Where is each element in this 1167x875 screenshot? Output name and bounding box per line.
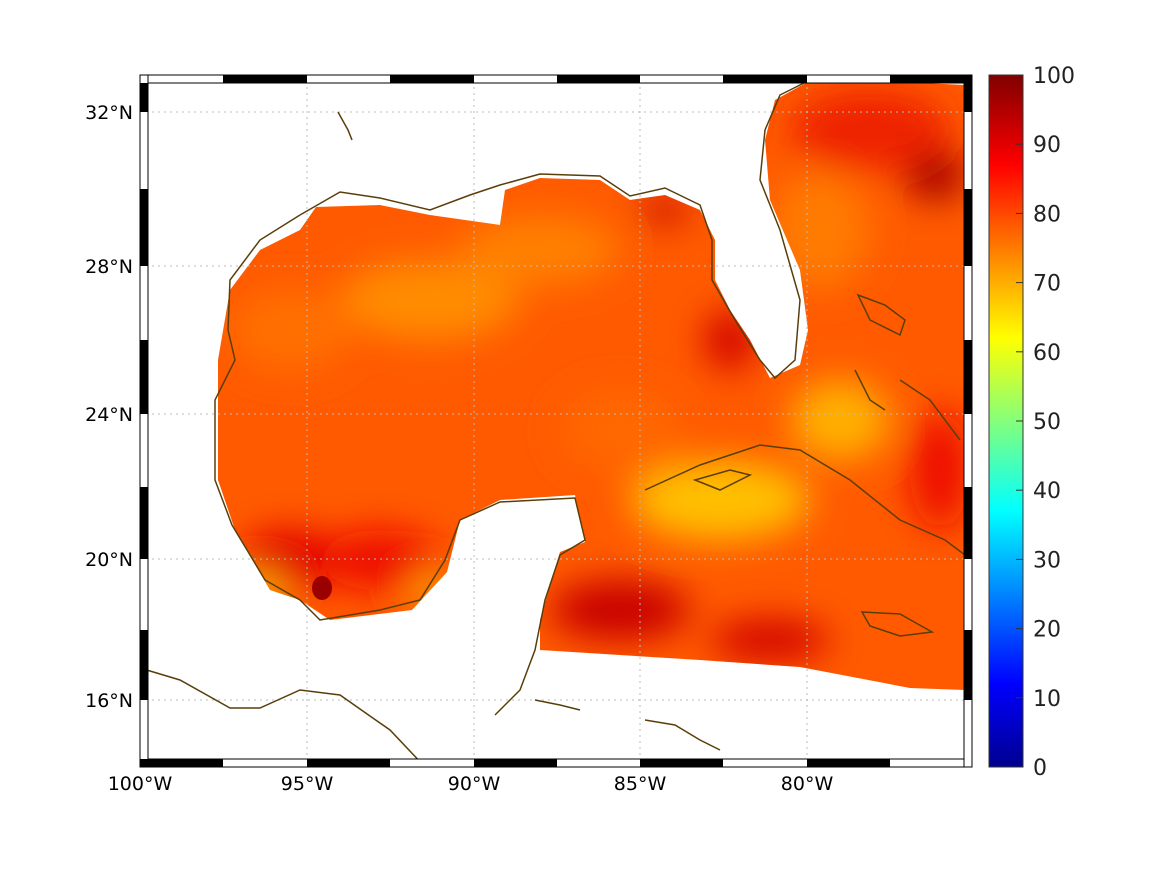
dark-spot (312, 576, 332, 600)
coastlines (139, 74, 966, 768)
colorbar-tick-label: 30 (1033, 548, 1061, 573)
y-tick-label: 16°N (85, 690, 133, 712)
y-tick-label: 20°N (85, 549, 133, 571)
x-tick-label: 100°W (108, 773, 173, 795)
y-tick-label: 28°N (85, 256, 133, 278)
x-tick-label: 80°W (781, 773, 834, 795)
y-axis: 32°N 28°N 24°N 20°N 16°N (85, 102, 133, 712)
colorbar-tick-label: 50 (1033, 410, 1061, 435)
x-tick-label: 85°W (614, 773, 667, 795)
colorbar-tick-label: 0 (1033, 756, 1047, 781)
y-tick-label: 32°N (85, 102, 133, 124)
x-axis: 100°W 95°W 90°W 85°W 80°W (108, 773, 834, 795)
colorbar-tick-label: 70 (1033, 272, 1061, 297)
colorbar-tick-label: 10 (1033, 687, 1061, 712)
map-frame (139, 74, 973, 768)
colorbar-tick-label: 100 (1033, 64, 1075, 89)
grid (140, 75, 972, 767)
y-tick-label: 24°N (85, 404, 133, 426)
colorbar-tick-label: 80 (1033, 202, 1061, 227)
colorbar: 0 10 20 30 40 50 60 70 80 90 100 (988, 64, 1075, 781)
heatmap-field (218, 78, 965, 690)
colorbar-tick-label: 40 (1033, 479, 1061, 504)
x-tick-label: 95°W (281, 773, 334, 795)
colorbar-tick-label: 20 (1033, 618, 1061, 643)
colorbar-tick-label: 90 (1033, 133, 1061, 158)
colorbar-tick-label: 60 (1033, 341, 1061, 366)
x-tick-label: 90°W (448, 773, 501, 795)
